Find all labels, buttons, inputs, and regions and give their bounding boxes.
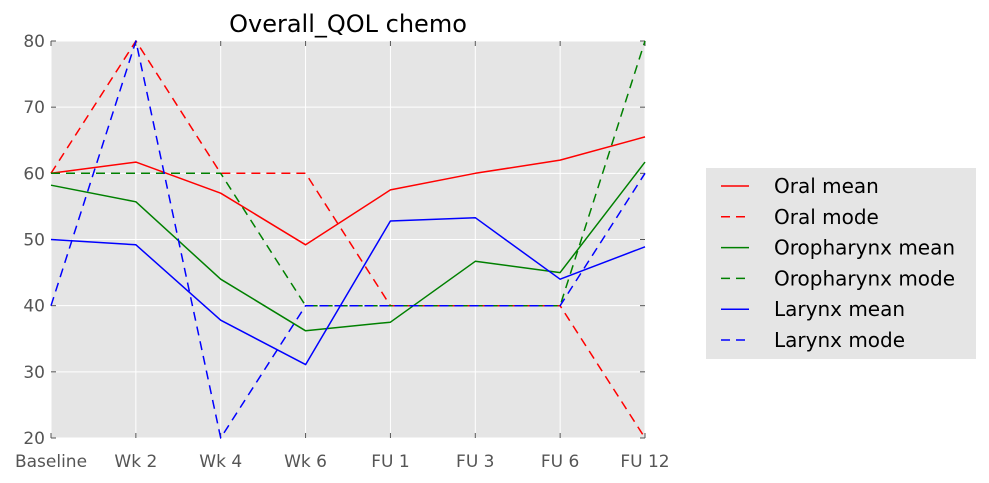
series-line-oropharynx-mean xyxy=(50,161,646,332)
legend-label: Larynx mean xyxy=(774,297,905,321)
legend-label: Oral mean xyxy=(774,174,879,198)
y-tick-label: 60 xyxy=(23,164,45,184)
y-tick-label: 70 xyxy=(23,98,45,118)
series-lines xyxy=(50,40,646,439)
chart-title: Overall_QOL chemo xyxy=(229,10,467,38)
series-line-larynx-mean xyxy=(50,216,646,366)
x-tick-label: Wk 4 xyxy=(199,452,242,472)
y-tick-label: 20 xyxy=(23,429,45,449)
x-tick-label: Baseline xyxy=(15,452,87,472)
legend-label: Larynx mode xyxy=(774,328,905,352)
x-tick-label: FU 12 xyxy=(620,452,669,472)
legend-background xyxy=(706,168,976,359)
y-tick-labels: 20 30 40 50 60 70 80 xyxy=(23,32,45,449)
y-tick-label: 40 xyxy=(23,297,45,317)
x-tick-label: FU 1 xyxy=(371,452,409,472)
legend: Oral mean Oral mode Oropharynx mean Orophar… xyxy=(706,168,976,359)
series-line-larynx-mode xyxy=(50,40,646,439)
legend-label: Oropharynx mean xyxy=(774,236,955,260)
x-tick-label: Wk 6 xyxy=(284,452,327,472)
series-line-oral-mean xyxy=(50,136,646,246)
legend-label: Oropharynx mode xyxy=(774,266,955,290)
x-tick-label: FU 6 xyxy=(541,452,579,472)
x-tick-labels: Baseline Wk 2 Wk 4 Wk 6 FU 1 FU 3 FU 6 FU 12 xyxy=(15,452,670,472)
y-tick-label: 30 xyxy=(23,363,45,383)
x-tick-label: FU 3 xyxy=(456,452,494,472)
y-tick-label: 80 xyxy=(23,32,45,52)
x-tick-label: Wk 2 xyxy=(114,452,157,472)
y-tick-label: 50 xyxy=(23,231,45,251)
legend-label: Oral mode xyxy=(774,205,879,229)
